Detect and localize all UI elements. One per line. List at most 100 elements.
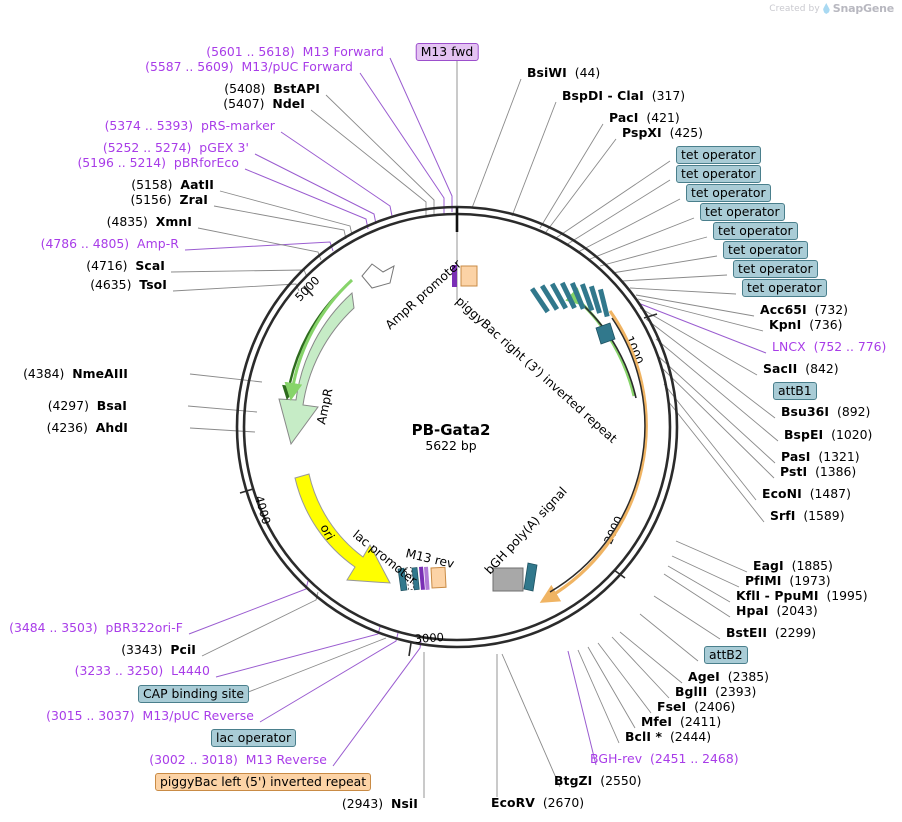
enzyme-label-nmeaiii[interactable]: (4384) NmeAIII xyxy=(23,367,128,381)
feature-bgh-teal-blade xyxy=(523,562,538,592)
leader-lines-enzyme-right xyxy=(471,78,779,797)
primer-label-m13-puc-forward[interactable]: (5587 .. 5609) M13/pUC Forward xyxy=(145,60,353,74)
feature-label-cap-binding-site[interactable]: CAP binding site xyxy=(138,685,250,703)
label-name: BglII xyxy=(675,684,708,699)
label-name: BspEI xyxy=(784,427,824,442)
feature-label-tet-operator[interactable]: tet operator xyxy=(676,146,761,164)
primer-label-pbrforeco[interactable]: (5196 .. 5214) pBRforEco xyxy=(77,156,239,170)
enzyme-label-ecorv[interactable]: EcoRV (2670) xyxy=(491,796,584,810)
feature-orange-arrow-core xyxy=(549,317,646,593)
enzyme-label-mfei[interactable]: MfeI (2411) xyxy=(641,715,721,729)
feature-bottom-cluster xyxy=(397,566,447,592)
label-name: Amp-R xyxy=(137,236,179,251)
feature-label-tet-operator[interactable]: tet operator xyxy=(723,241,808,259)
enzyme-label-acc65i[interactable]: Acc65I (732) xyxy=(760,303,848,317)
label-name: BsaI xyxy=(96,398,127,413)
label-name: pRS-marker xyxy=(200,118,275,133)
enzyme-label-bspdi-clai[interactable]: BspDI - ClaI (317) xyxy=(562,89,685,103)
enzyme-label-paci[interactable]: PacI (421) xyxy=(609,111,680,125)
label-position: (5156) xyxy=(130,192,172,207)
enzyme-label-agei[interactable]: AgeI (2385) xyxy=(688,670,769,684)
label-position: (5407) xyxy=(223,96,265,111)
label-position: (1589) xyxy=(803,508,845,523)
label-position: (2670) xyxy=(542,795,585,810)
enzyme-label-bsai[interactable]: (4297) BsaI xyxy=(48,399,127,413)
enzyme-label-zrai[interactable]: (5156) ZraI xyxy=(130,193,208,207)
label-position: (5252 .. 5274) xyxy=(102,140,192,155)
enzyme-label-bspei[interactable]: BspEI (1020) xyxy=(784,428,872,442)
enzyme-label-ndei[interactable]: (5407) NdeI xyxy=(223,97,305,111)
enzyme-label-kfli-ppumi[interactable]: KflI - PpuMI (1995) xyxy=(736,589,868,603)
enzyme-label-aatii[interactable]: (5158) AatII xyxy=(131,178,214,192)
enzyme-label-bsteii[interactable]: BstEII (2299) xyxy=(726,626,816,640)
enzyme-label-econi[interactable]: EcoNI (1487) xyxy=(762,487,851,501)
watermark-created-by: Created by xyxy=(769,3,820,14)
primer-label-lncx[interactable]: LNCX (752 .. 776) xyxy=(772,340,886,354)
feature-label-attb2[interactable]: attB2 xyxy=(704,646,748,664)
label-position: (2451 .. 2468) xyxy=(650,751,739,766)
primer-label-bgh-rev[interactable]: BGH-rev (2451 .. 2468) xyxy=(590,752,739,766)
feature-green-arrow-right-core xyxy=(583,305,637,399)
label-position: (2043) xyxy=(776,603,818,618)
primer-label-prs-marker[interactable]: (5374 .. 5393) pRS-marker xyxy=(105,119,275,133)
label-position: (421) xyxy=(646,110,680,125)
feature-label-tet-operator[interactable]: tet operator xyxy=(686,184,771,202)
label-position: (5408) xyxy=(224,81,266,96)
label-position: (4835) xyxy=(106,214,148,229)
feature-label-tet-operator[interactable]: tet operator xyxy=(742,279,827,297)
label-name: PspXI xyxy=(622,125,662,140)
enzyme-label-bglii[interactable]: BglII (2393) xyxy=(675,685,756,699)
enzyme-label-pcii[interactable]: (3343) PciI xyxy=(121,643,196,657)
enzyme-label-fsei[interactable]: FseI (2406) xyxy=(657,700,735,714)
label-name: BstAPI xyxy=(273,81,320,96)
primer-label-l4440[interactable]: (3233 .. 3250) L4440 xyxy=(75,664,210,678)
primer-label-pbr322ori-f[interactable]: (3484 .. 3503) pBR322ori-F xyxy=(9,621,183,635)
enzyme-label-pspxi[interactable]: PspXI (425) xyxy=(622,126,703,140)
enzyme-label-pfimi[interactable]: PfIMI (1973) xyxy=(745,574,831,588)
enzyme-label-ahdi[interactable]: (4236) AhdI xyxy=(47,421,128,435)
primer-label-m13-reverse[interactable]: (3002 .. 3018) M13 Reverse xyxy=(149,753,327,767)
label-position: (1885) xyxy=(791,558,833,573)
label-position: (3233 .. 3250) xyxy=(74,663,164,678)
feature-ori-arrow xyxy=(294,473,391,584)
enzyme-label-xmni[interactable]: (4835) XmnI xyxy=(107,215,192,229)
label-position: (5158) xyxy=(131,177,173,192)
enzyme-label-tsoi[interactable]: (4635) TsoI xyxy=(90,278,167,292)
label-position: (4236) xyxy=(46,420,88,435)
enzyme-label-bcli[interactable]: BclI * (2444) xyxy=(625,730,711,744)
label-name: AhdI xyxy=(95,420,128,435)
primer-label-pgex-3[interactable]: (5252 .. 5274) pGEX 3' xyxy=(103,141,249,155)
enzyme-label-kpni[interactable]: KpnI (736) xyxy=(769,318,843,332)
feature-label-tet-operator[interactable]: tet operator xyxy=(733,260,818,278)
enzyme-label-bstapi[interactable]: (5408) BstAPI xyxy=(224,82,320,96)
label-position: (1973) xyxy=(789,573,831,588)
label-name: BclI * xyxy=(625,729,663,744)
primer-label-m13-puc-reverse[interactable]: (3015 .. 3037) M13/pUC Reverse xyxy=(46,709,254,723)
enzyme-label-pasi[interactable]: PasI (1321) xyxy=(781,450,860,464)
label-name: TsoI xyxy=(139,277,167,292)
feature-label-tet-operator[interactable]: tet operator xyxy=(713,222,798,240)
label-name: SacII xyxy=(763,361,798,376)
enzyme-label-sacii[interactable]: SacII (842) xyxy=(763,362,839,376)
enzyme-label-psti[interactable]: PstI (1386) xyxy=(780,465,856,479)
label-name: NdeI xyxy=(272,96,305,111)
label-name: MfeI xyxy=(641,714,673,729)
feature-label-attb1[interactable]: attB1 xyxy=(773,382,817,400)
enzyme-label-bsiwi[interactable]: BsiWI (44) xyxy=(527,66,600,80)
feature-label-m13-fwd[interactable]: M13 fwd xyxy=(415,43,479,61)
enzyme-label-eagi[interactable]: EagI (1885) xyxy=(753,559,833,573)
primer-label-m13-forward[interactable]: (5601 .. 5618) M13 Forward xyxy=(206,45,384,59)
label-name: M13 Forward xyxy=(302,44,384,59)
feature-label-piggybac-left-5-inverted-repeat[interactable]: piggyBac left (5') inverted repeat xyxy=(155,773,372,791)
enzyme-label-nsii[interactable]: (2943) NsiI xyxy=(342,797,418,811)
primer-label-amp-r[interactable]: (4786 .. 4805) Amp-R xyxy=(41,237,179,251)
label-name: PciI xyxy=(170,642,196,657)
enzyme-label-scai[interactable]: (4716) ScaI xyxy=(86,259,165,273)
enzyme-label-hpai[interactable]: HpaI (2043) xyxy=(736,604,818,618)
enzyme-label-bsu36i[interactable]: Bsu36I (892) xyxy=(781,405,870,419)
enzyme-label-btgzi[interactable]: BtgZI (2550) xyxy=(554,774,641,788)
feature-label-tet-operator[interactable]: tet operator xyxy=(676,165,761,183)
enzyme-label-srfi[interactable]: SrfI (1589) xyxy=(770,509,845,523)
feature-label-tet-operator[interactable]: tet operator xyxy=(700,203,785,221)
feature-label-lac-operator[interactable]: lac operator xyxy=(211,729,297,747)
